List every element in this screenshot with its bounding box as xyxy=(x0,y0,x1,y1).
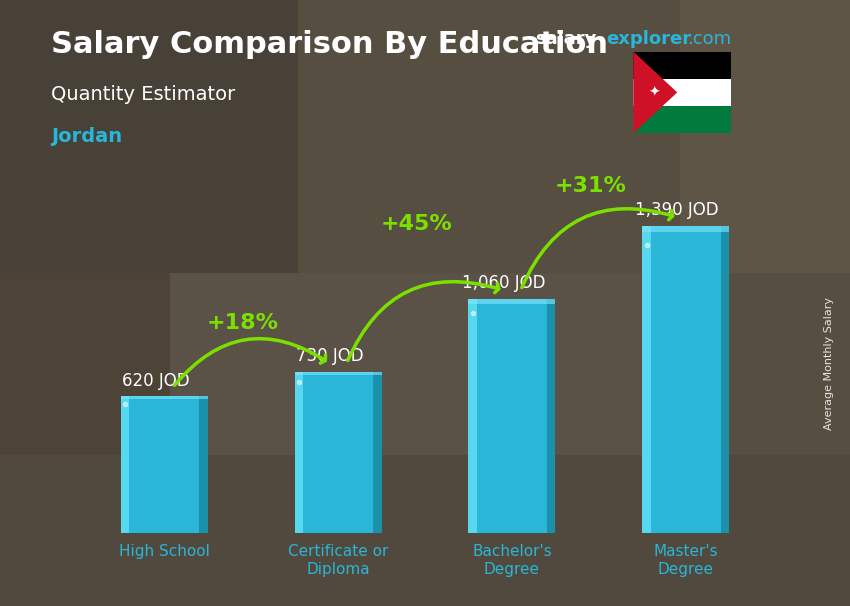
Text: ✦: ✦ xyxy=(649,85,660,99)
Text: Salary Comparison By Education: Salary Comparison By Education xyxy=(51,30,608,59)
Bar xyxy=(680,0,850,273)
Bar xyxy=(633,79,731,106)
Bar xyxy=(199,396,207,533)
Bar xyxy=(468,299,477,533)
Bar xyxy=(0,273,170,454)
Bar xyxy=(547,299,555,533)
Text: +18%: +18% xyxy=(207,313,278,333)
Bar xyxy=(0,0,298,273)
Text: .com: .com xyxy=(687,30,731,48)
Bar xyxy=(0,454,850,606)
Text: 620 JOD: 620 JOD xyxy=(122,371,190,390)
Bar xyxy=(121,396,207,533)
Bar xyxy=(680,273,850,454)
Text: 1,060 JOD: 1,060 JOD xyxy=(462,275,545,292)
Text: 730 JOD: 730 JOD xyxy=(296,347,363,365)
Bar xyxy=(633,106,731,133)
Text: +45%: +45% xyxy=(381,214,452,234)
Bar xyxy=(468,299,555,304)
Bar xyxy=(121,396,129,533)
Bar xyxy=(121,396,207,399)
Bar xyxy=(643,226,729,533)
Bar xyxy=(170,273,680,454)
Bar xyxy=(721,226,729,533)
Bar xyxy=(643,226,729,232)
Text: 1,390 JOD: 1,390 JOD xyxy=(636,201,719,219)
Bar xyxy=(643,226,651,533)
Text: +31%: +31% xyxy=(554,176,626,196)
Bar xyxy=(373,372,382,533)
Text: salary: salary xyxy=(536,30,597,48)
Polygon shape xyxy=(633,52,677,133)
Bar xyxy=(295,372,382,533)
Text: Quantity Estimator: Quantity Estimator xyxy=(51,85,235,104)
Bar xyxy=(298,0,680,273)
Bar xyxy=(633,52,731,79)
Text: Average Monthly Salary: Average Monthly Salary xyxy=(824,297,834,430)
Bar xyxy=(468,299,555,533)
Text: explorer: explorer xyxy=(606,30,691,48)
Bar xyxy=(295,372,303,533)
Bar xyxy=(295,372,382,375)
Text: Jordan: Jordan xyxy=(51,127,122,146)
